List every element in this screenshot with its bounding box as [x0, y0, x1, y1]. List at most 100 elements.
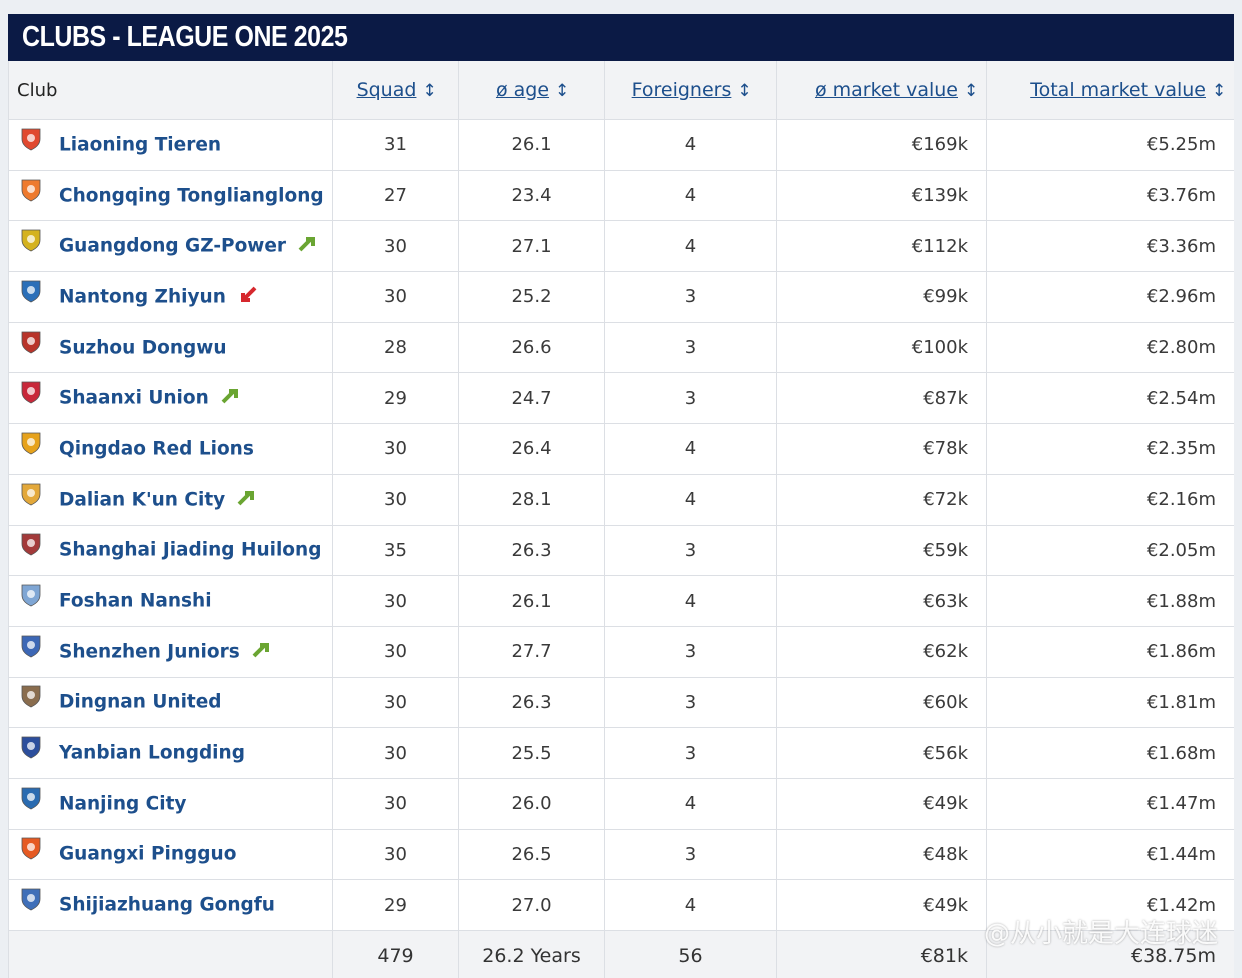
club-crest-icon[interactable]	[19, 836, 43, 860]
squad-cell: 29	[332, 879, 459, 931]
market-value-cell: €49k	[776, 777, 987, 830]
squad-cell: 27	[332, 169, 459, 222]
club-cell: Qingdao Red Lions	[8, 423, 333, 475]
club-name-link[interactable]: Guangxi Pingguo	[59, 843, 237, 865]
squad-cell: 30	[332, 473, 459, 526]
club-name-link[interactable]: Guangdong GZ-Power	[59, 235, 287, 257]
club-crest-icon[interactable]	[19, 684, 43, 708]
squad-cell: 30	[332, 676, 459, 729]
market-value-cell: €112k	[776, 220, 987, 273]
club-crest-icon[interactable]	[19, 228, 43, 252]
header-total-value[interactable]: Total market value ↕	[986, 61, 1234, 120]
foreigners-cell: 4	[604, 119, 777, 171]
total-value-cell: €2.96m	[986, 271, 1234, 323]
header-squad[interactable]: Squad ↕	[332, 61, 459, 120]
club-name-link[interactable]: Dingnan United	[59, 691, 222, 713]
club-name-link[interactable]: Chongqing Tonglianglong	[59, 185, 324, 207]
foreigners-cell: 4	[604, 169, 777, 222]
club-name-link[interactable]: Qingdao Red Lions	[59, 438, 254, 460]
club-name-link[interactable]: Foshan Nanshi	[59, 590, 212, 612]
club-name-link[interactable]: Dalian K'un City	[59, 489, 226, 511]
club-crest-icon[interactable]	[19, 380, 43, 404]
club-cell: Chongqing Tonglianglong	[8, 169, 333, 222]
table-row: Shanghai Jiading Huilong 35 26.3 3 €59k €2.05…	[8, 524, 1234, 577]
sort-arrows-icon[interactable]: ↕	[964, 81, 979, 101]
sort-foreigners-link[interactable]: Foreigners	[631, 79, 732, 101]
club-crest-icon[interactable]	[19, 583, 43, 607]
club-crest-icon[interactable]	[19, 431, 43, 455]
club-name-link[interactable]: Nantong Zhiyun	[59, 286, 226, 308]
market-value-cell: €59k	[776, 524, 987, 577]
total-value-cell: €2.54m	[986, 372, 1234, 425]
club-crest-icon[interactable]	[19, 330, 43, 354]
squad-cell: 30	[332, 423, 459, 475]
total-value-cell: €1.47m	[986, 777, 1234, 830]
market-value-cell: €62k	[776, 625, 987, 678]
table-row: Shenzhen Juniors 30 27.7 3 €62k €1.86m	[8, 625, 1234, 678]
market-value-cell: €78k	[776, 423, 987, 475]
age-cell: 27.1	[458, 220, 605, 273]
sort-squad-link[interactable]: Squad	[356, 79, 417, 101]
squad-cell: 30	[332, 777, 459, 830]
age-cell: 24.7	[458, 372, 605, 425]
club-name-link[interactable]: Nanjing City	[59, 793, 187, 815]
promoted-arrow-icon	[298, 234, 318, 254]
sort-total-value-link[interactable]: Total market value	[1030, 79, 1206, 101]
clubs-table: Club Squad ↕ ø age ↕ Foreigners ↕ ø market …	[8, 61, 1234, 978]
sort-arrows-icon[interactable]: ↕	[422, 81, 437, 101]
club-crest-icon[interactable]	[19, 532, 43, 556]
squad-cell: 31	[332, 119, 459, 171]
squad-cell: 30	[332, 575, 459, 627]
sort-arrows-icon[interactable]: ↕	[555, 81, 570, 101]
age-cell: 26.0	[458, 777, 605, 830]
total-value-cell: €1.42m	[986, 879, 1234, 931]
club-name-link[interactable]: Shaanxi Union	[59, 387, 209, 409]
sort-arrows-icon[interactable]: ↕	[1212, 81, 1227, 101]
squad-cell: 35	[332, 524, 459, 577]
club-name-link[interactable]: Liaoning Tieren	[59, 134, 222, 156]
club-crest-icon[interactable]	[19, 279, 43, 303]
club-cell: Shenzhen Juniors	[8, 625, 333, 678]
club-crest-icon[interactable]	[19, 634, 43, 658]
relegated-arrow-icon	[238, 285, 258, 305]
foreigners-cell: 3	[604, 372, 777, 425]
foreigners-cell: 4	[604, 879, 777, 931]
club-name-link[interactable]: Yanbian Longding	[59, 742, 245, 764]
sort-market-value-link[interactable]: ø market value	[814, 79, 958, 101]
club-name-link[interactable]: Suzhou Dongwu	[59, 337, 227, 359]
header-foreigners[interactable]: Foreigners ↕	[604, 61, 777, 120]
squad-cell: 30	[332, 828, 459, 881]
age-cell: 25.5	[458, 727, 605, 779]
age-cell: 27.0	[458, 879, 605, 931]
age-cell: 27.7	[458, 625, 605, 678]
foreigners-cell: 4	[604, 423, 777, 475]
squad-cell: 30	[332, 625, 459, 678]
club-cell: Shanghai Jiading Huilong	[8, 524, 333, 577]
totals-label-cell	[8, 930, 333, 978]
market-value-cell: €99k	[776, 271, 987, 323]
header-age[interactable]: ø age ↕	[458, 61, 605, 120]
table-row: Shaanxi Union 29 24.7 3 €87k €2.54m	[8, 372, 1234, 425]
squad-cell: 29	[332, 372, 459, 425]
club-name-link[interactable]: Shijiazhuang Gongfu	[59, 894, 275, 916]
market-value-cell: €87k	[776, 372, 987, 425]
club-crest-icon[interactable]	[19, 786, 43, 810]
club-name-link[interactable]: Shanghai Jiading Huilong	[59, 539, 322, 561]
club-name-link[interactable]: Shenzhen Juniors	[59, 641, 240, 663]
age-cell: 23.4	[458, 169, 605, 222]
sort-age-link[interactable]: ø age	[495, 79, 550, 101]
club-cell: Yanbian Longding	[8, 727, 333, 779]
market-value-cell: €56k	[776, 727, 987, 779]
club-crest-icon[interactable]	[19, 482, 43, 506]
total-value-cell: €3.36m	[986, 220, 1234, 273]
club-crest-icon[interactable]	[19, 735, 43, 759]
header-club-label: Club	[17, 79, 58, 101]
squad-cell: 28	[332, 321, 459, 374]
sort-arrows-icon[interactable]: ↕	[737, 81, 752, 101]
age-cell: 25.2	[458, 271, 605, 323]
club-crest-icon[interactable]	[19, 178, 43, 202]
club-crest-icon[interactable]	[19, 127, 43, 151]
header-market-value[interactable]: ø market value ↕	[776, 61, 987, 120]
club-crest-icon[interactable]	[19, 887, 43, 911]
market-value-cell: €48k	[776, 828, 987, 881]
